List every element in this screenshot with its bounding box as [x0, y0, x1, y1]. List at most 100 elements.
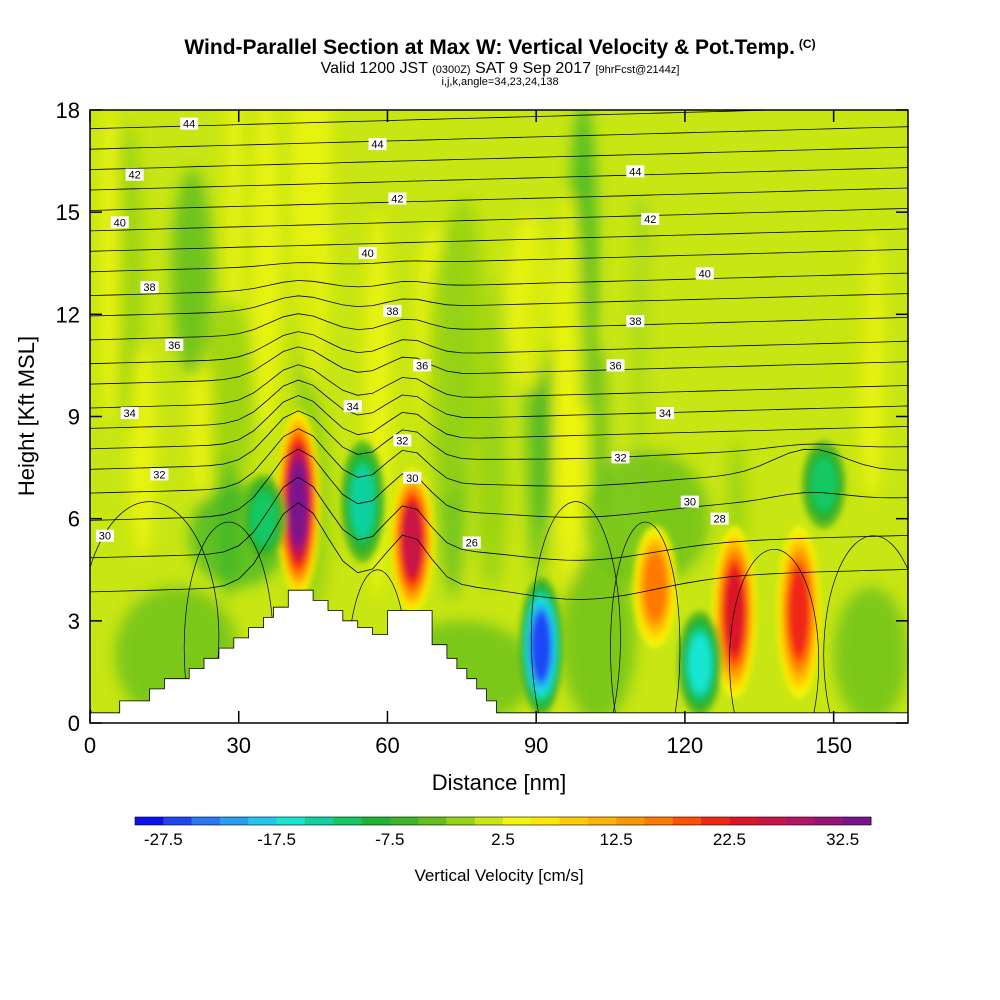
theta-label-text: 34: [347, 401, 359, 413]
theta-contour-line: [90, 272, 908, 296]
x-tick-label: 60: [375, 733, 399, 758]
theta-label: 42: [125, 168, 144, 182]
theta-label-bg: [358, 247, 377, 260]
velocity-field: [90, 110, 908, 723]
colorbar-swatch: [729, 817, 759, 825]
field-patch: [507, 215, 552, 392]
colorbar-swatch: [814, 817, 844, 825]
theta-label-bg: [695, 267, 714, 280]
colorbar-tick-label: 2.5: [491, 830, 515, 849]
theta-label-text: 38: [629, 316, 641, 328]
theta-contour-line: [90, 379, 908, 429]
theta-label-bg: [413, 359, 432, 372]
colorbar-swatch: [587, 817, 617, 825]
theta-contour-line: [90, 346, 908, 385]
theta-label: 44: [626, 165, 645, 178]
theta-contour-line: [90, 146, 908, 170]
y-tick-label: 15: [56, 200, 80, 225]
colorbar-swatch: [672, 817, 702, 825]
colorbar-swatch: [842, 817, 872, 825]
theta-label-bg: [383, 304, 402, 317]
colorbar-swatch: [191, 817, 221, 825]
theta-label: 34: [343, 400, 362, 413]
theta-label: 30: [95, 529, 114, 543]
x-tick-label: 0: [84, 733, 96, 758]
theta-contour-line: [90, 248, 908, 273]
field-patch: [440, 196, 486, 461]
theta-contour-line: [90, 395, 908, 450]
theta-label: 26: [462, 536, 481, 550]
theta-label-text: 38: [386, 306, 398, 318]
colorbar-swatch: [559, 817, 589, 825]
colorbar-swatch: [248, 817, 277, 825]
colorbar-swatch: [163, 817, 193, 825]
theta-label-bg: [368, 138, 387, 151]
colorbar-swatch: [701, 817, 730, 825]
valid-prefix: Valid 1200 JST: [320, 60, 428, 77]
theta-label-text: 44: [183, 119, 195, 131]
theta-label-text: 34: [659, 408, 671, 420]
theta-contour-loop: [823, 535, 908, 723]
colorbar-swatch: [219, 817, 249, 825]
theta-label-bg: [180, 117, 199, 130]
theta-label-text: 36: [609, 360, 621, 372]
theta-label: 38: [140, 281, 159, 294]
colorbar-swatch: [474, 817, 504, 825]
theta-label: 40: [695, 267, 714, 280]
y-tick-label: 12: [56, 302, 80, 327]
colorbar-tick-label: 22.5: [713, 830, 746, 849]
x-tick-label: 120: [667, 733, 704, 758]
colorbar-swatch: [616, 817, 645, 825]
velocity-core: [289, 461, 307, 545]
field-patch: [99, 110, 121, 429]
theta-label: 34: [656, 407, 675, 420]
colorbar-label: Vertical Velocity [cm/s]: [414, 866, 583, 885]
theta-label-bg: [120, 407, 139, 420]
theta-label-bg: [710, 512, 729, 525]
theta-contour-line: [90, 293, 908, 317]
theta-label-bg: [626, 165, 645, 178]
theta-label-bg: [403, 471, 422, 484]
field-patch: [290, 110, 332, 387]
colorbar-frame: [134, 816, 872, 826]
colorbar-tick-label: 12.5: [600, 830, 633, 849]
theta-label-bg: [680, 495, 699, 508]
theta-label-text: 42: [391, 194, 403, 206]
theta-label-bg: [393, 434, 412, 447]
theta-label-text: 30: [406, 473, 418, 485]
theta-label: 40: [358, 247, 377, 260]
theta-label-text: 34: [124, 408, 136, 420]
theta-label: 38: [626, 315, 645, 328]
x-tick-label: 150: [815, 733, 852, 758]
theta-contour-loop: [729, 549, 820, 723]
forecast-info: [9hrFcst@2144z]: [595, 64, 680, 76]
colorbar-tick-label: -7.5: [375, 830, 404, 849]
theta-label-bg: [626, 315, 645, 328]
theta-label: 42: [641, 212, 660, 226]
field-patch: [554, 190, 585, 597]
theta-label: 40: [110, 216, 129, 229]
velocity-core: [789, 569, 809, 656]
theta-label-text: 42: [644, 214, 656, 226]
theta-label: 30: [403, 471, 422, 485]
velocity-core: [811, 457, 837, 512]
theta-label-bg: [150, 468, 169, 481]
theta-contour-line: [90, 110, 786, 130]
theta-label-text: 36: [416, 360, 428, 372]
theta-label-bg: [110, 216, 129, 229]
chart-title: Wind-Parallel Section at Max W: Vertical…: [0, 36, 1000, 60]
theta-contour-line: [90, 502, 908, 600]
velocity-core: [725, 570, 744, 654]
velocity-core: [351, 467, 374, 537]
theta-label-text: 36: [168, 340, 180, 352]
theta-contour-line: [90, 476, 908, 561]
theta-label: 34: [120, 407, 139, 420]
y-tick-label: 6: [68, 507, 80, 532]
theta-label-bg: [388, 192, 407, 205]
colorbar: -27.5 -17.5 -7.5 2.5 12.5 22.5 32.5: [134, 816, 872, 849]
theta-contour-line: [90, 208, 908, 232]
colorbar-tick-label: -27.5: [144, 830, 183, 849]
title-main: Wind-Parallel Section at Max W: Vertical…: [184, 36, 795, 59]
colorbar-swatch: [304, 817, 334, 825]
